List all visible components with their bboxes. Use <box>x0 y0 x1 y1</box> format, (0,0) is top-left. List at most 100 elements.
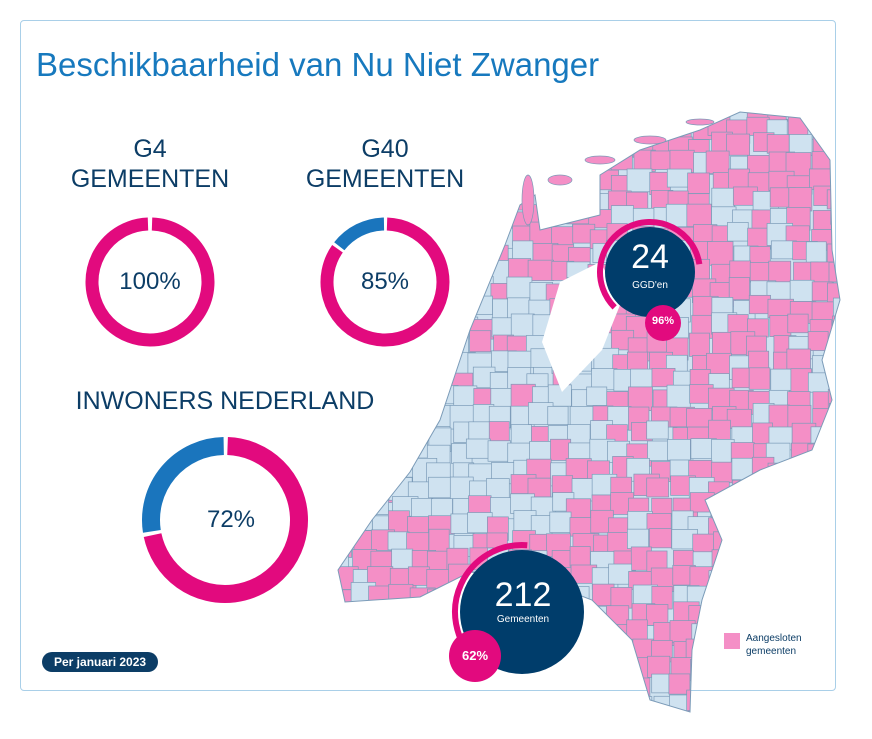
municipality <box>369 119 396 143</box>
municipality <box>805 241 827 264</box>
municipality <box>832 674 840 697</box>
municipality <box>547 406 569 426</box>
municipality <box>833 120 840 141</box>
municipality <box>431 191 457 212</box>
municipality <box>367 354 390 380</box>
municipality <box>772 603 796 625</box>
ggd-bubble-percent-circle <box>645 305 681 341</box>
municipality <box>810 516 834 540</box>
g40-label: G40 GEMEENTEN <box>295 134 475 194</box>
municipality <box>386 423 408 445</box>
municipality <box>348 134 375 157</box>
municipality <box>428 476 451 499</box>
municipality <box>392 350 414 371</box>
municipality <box>338 459 353 483</box>
municipality <box>406 692 430 712</box>
municipality <box>529 441 552 461</box>
legend-line1: Aangesloten <box>746 633 802 644</box>
municipality <box>388 190 415 213</box>
municipality <box>609 653 633 679</box>
municipality <box>569 546 591 567</box>
municipality <box>347 155 370 179</box>
municipality <box>338 421 355 442</box>
municipality <box>809 112 834 116</box>
municipality <box>338 407 351 432</box>
municipality <box>492 134 515 154</box>
municipality <box>488 112 515 119</box>
municipality <box>789 495 814 517</box>
municipality <box>633 112 659 126</box>
municipality <box>412 621 435 646</box>
municipality <box>751 498 777 521</box>
municipality <box>789 583 813 605</box>
municipality <box>451 112 478 120</box>
municipality <box>768 583 793 606</box>
municipality <box>528 714 549 734</box>
municipality <box>345 426 370 450</box>
municipality <box>627 351 649 372</box>
municipality <box>787 548 810 572</box>
municipality <box>748 660 772 684</box>
municipality <box>469 330 492 353</box>
municipality <box>650 112 673 116</box>
municipality <box>351 440 374 465</box>
municipality <box>447 696 473 712</box>
municipality <box>807 676 831 701</box>
municipality <box>546 112 572 119</box>
wadden-island <box>685 118 715 126</box>
municipality <box>473 135 497 155</box>
donut-segment-other <box>334 217 385 251</box>
municipality <box>338 137 354 158</box>
municipality <box>631 696 653 712</box>
municipality <box>366 494 389 515</box>
municipality <box>338 474 352 499</box>
municipality <box>711 603 738 626</box>
municipality <box>788 713 814 736</box>
municipality <box>427 205 454 228</box>
municipality <box>368 390 392 411</box>
municipality <box>372 709 395 712</box>
municipality <box>748 367 771 390</box>
municipality <box>788 697 816 712</box>
municipality <box>410 136 434 160</box>
municipality <box>712 331 733 355</box>
municipality <box>732 515 756 539</box>
municipality <box>490 692 513 712</box>
municipality <box>708 570 731 595</box>
municipality <box>770 548 792 572</box>
municipality <box>391 711 414 712</box>
municipality <box>828 261 840 283</box>
donut-segment-other <box>142 437 225 533</box>
municipality <box>413 708 438 712</box>
gemeenten-percent: 62% <box>461 648 489 663</box>
municipality <box>367 443 389 465</box>
municipality <box>826 588 840 610</box>
g40-label-line1: G40 <box>361 135 409 163</box>
municipality <box>766 134 790 154</box>
municipality <box>391 139 415 161</box>
municipality <box>769 478 793 503</box>
municipality <box>447 709 473 712</box>
municipality <box>508 134 535 157</box>
municipality <box>829 456 840 477</box>
ggd-percent: 96% <box>651 315 675 327</box>
municipality <box>772 714 792 734</box>
municipality <box>338 691 356 711</box>
municipality <box>826 714 851 732</box>
municipality <box>666 384 691 409</box>
ijsselmeer <box>542 262 622 392</box>
municipality <box>338 112 352 122</box>
municipality <box>528 150 551 170</box>
municipality <box>349 655 372 676</box>
municipality <box>350 495 372 515</box>
municipality <box>826 349 840 369</box>
municipality <box>830 204 840 225</box>
municipality <box>390 115 412 140</box>
municipality <box>338 173 357 193</box>
wadden-island <box>584 155 616 165</box>
municipality <box>611 709 635 712</box>
municipality <box>450 245 475 270</box>
municipality <box>508 258 532 280</box>
municipality <box>409 671 431 695</box>
